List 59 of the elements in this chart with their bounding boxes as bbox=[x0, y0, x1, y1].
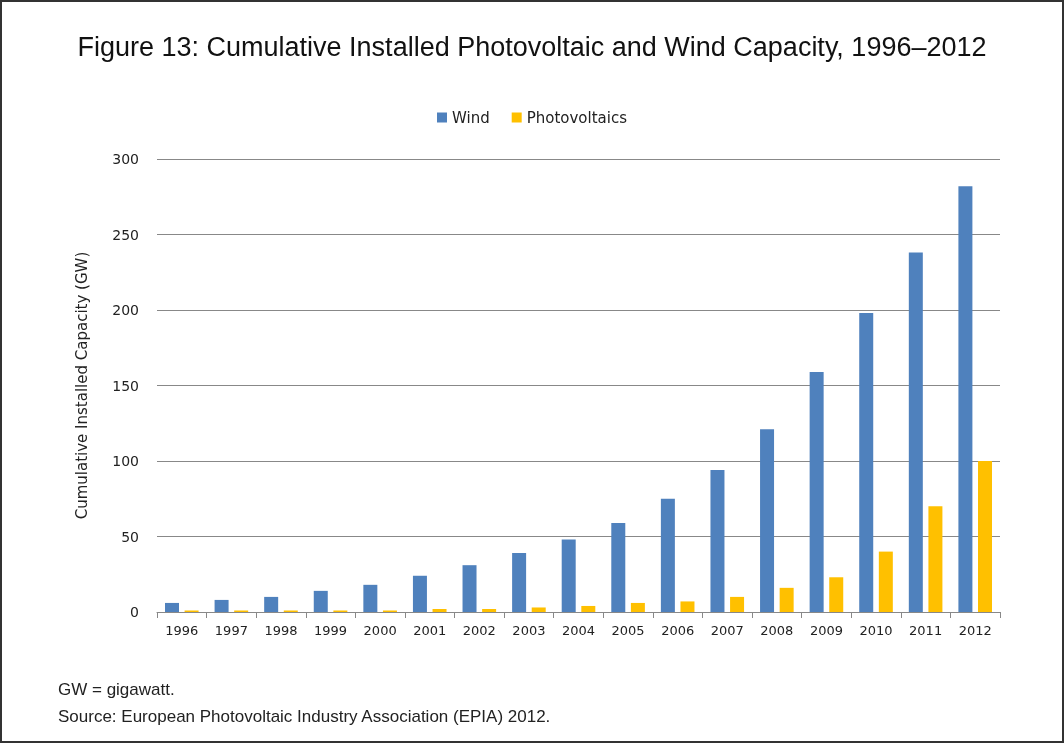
legend-label: Wind bbox=[451, 108, 490, 127]
bar bbox=[660, 498, 675, 612]
y-tick-label: 200 bbox=[112, 302, 139, 318]
bar bbox=[809, 371, 824, 612]
x-tick-label: 2000 bbox=[363, 623, 397, 638]
x-tick-label: 1999 bbox=[314, 623, 348, 638]
x-tick-label: 2012 bbox=[958, 623, 992, 638]
bar bbox=[313, 590, 328, 612]
x-tick-label: 1998 bbox=[264, 623, 298, 638]
y-tick-label: 100 bbox=[112, 453, 139, 469]
bar bbox=[561, 539, 576, 612]
x-tick-label: 2002 bbox=[462, 623, 496, 638]
bar bbox=[164, 602, 179, 612]
text: GW = gigawatt. bbox=[58, 680, 175, 699]
y-tick-label: 0 bbox=[130, 604, 139, 620]
x-tick-label: 2001 bbox=[413, 623, 447, 638]
x-tick-label: 2010 bbox=[859, 623, 893, 638]
bar bbox=[908, 252, 923, 612]
bar bbox=[412, 575, 427, 612]
bar bbox=[859, 313, 874, 612]
y-tick-label: 150 bbox=[112, 377, 139, 394]
bar bbox=[779, 587, 794, 612]
y-axis-title: Cumulative Installed Capacity (GW) bbox=[72, 251, 91, 520]
x-tick-label: 2003 bbox=[512, 623, 546, 638]
legend-label: Photovoltaics bbox=[526, 108, 628, 127]
bar bbox=[710, 470, 725, 612]
bar bbox=[928, 506, 943, 612]
bar bbox=[630, 602, 645, 612]
bar bbox=[363, 584, 378, 612]
bar bbox=[878, 551, 893, 612]
bar bbox=[482, 608, 497, 612]
bar bbox=[531, 607, 546, 612]
y-tick-label: 300 bbox=[112, 151, 139, 167]
x-tick-label: 2004 bbox=[561, 623, 596, 638]
x-tick-label: 1996 bbox=[165, 623, 199, 638]
bar bbox=[214, 599, 229, 612]
y-tick-label: 50 bbox=[121, 528, 139, 545]
x-tick-label: 1997 bbox=[214, 623, 248, 638]
x-tick-label: 2006 bbox=[661, 623, 695, 638]
bar bbox=[611, 522, 626, 612]
bar bbox=[680, 601, 695, 612]
bar bbox=[958, 186, 973, 612]
x-tick-label: 2011 bbox=[909, 623, 943, 638]
x-tick-label: 2008 bbox=[760, 623, 794, 638]
source-note: Source: European Photovoltaic Industry Association (EPIA) 2012. bbox=[58, 707, 551, 726]
x-tick-label: 2009 bbox=[809, 623, 843, 638]
bar bbox=[432, 608, 447, 612]
bar bbox=[760, 429, 775, 612]
bar bbox=[829, 577, 844, 612]
bar bbox=[978, 461, 993, 612]
bar bbox=[264, 596, 279, 612]
bar bbox=[512, 553, 527, 612]
bar bbox=[581, 605, 596, 612]
chart-title: Figure 13: Cumulative Installed Photovoltaic and Wind Capacity, 1996–2012 bbox=[77, 31, 987, 62]
y-tick-label: 250 bbox=[112, 226, 139, 243]
x-tick-label: 2005 bbox=[611, 623, 645, 638]
bar bbox=[730, 596, 745, 612]
x-tick-label: 2007 bbox=[710, 623, 744, 638]
bar bbox=[462, 565, 477, 612]
